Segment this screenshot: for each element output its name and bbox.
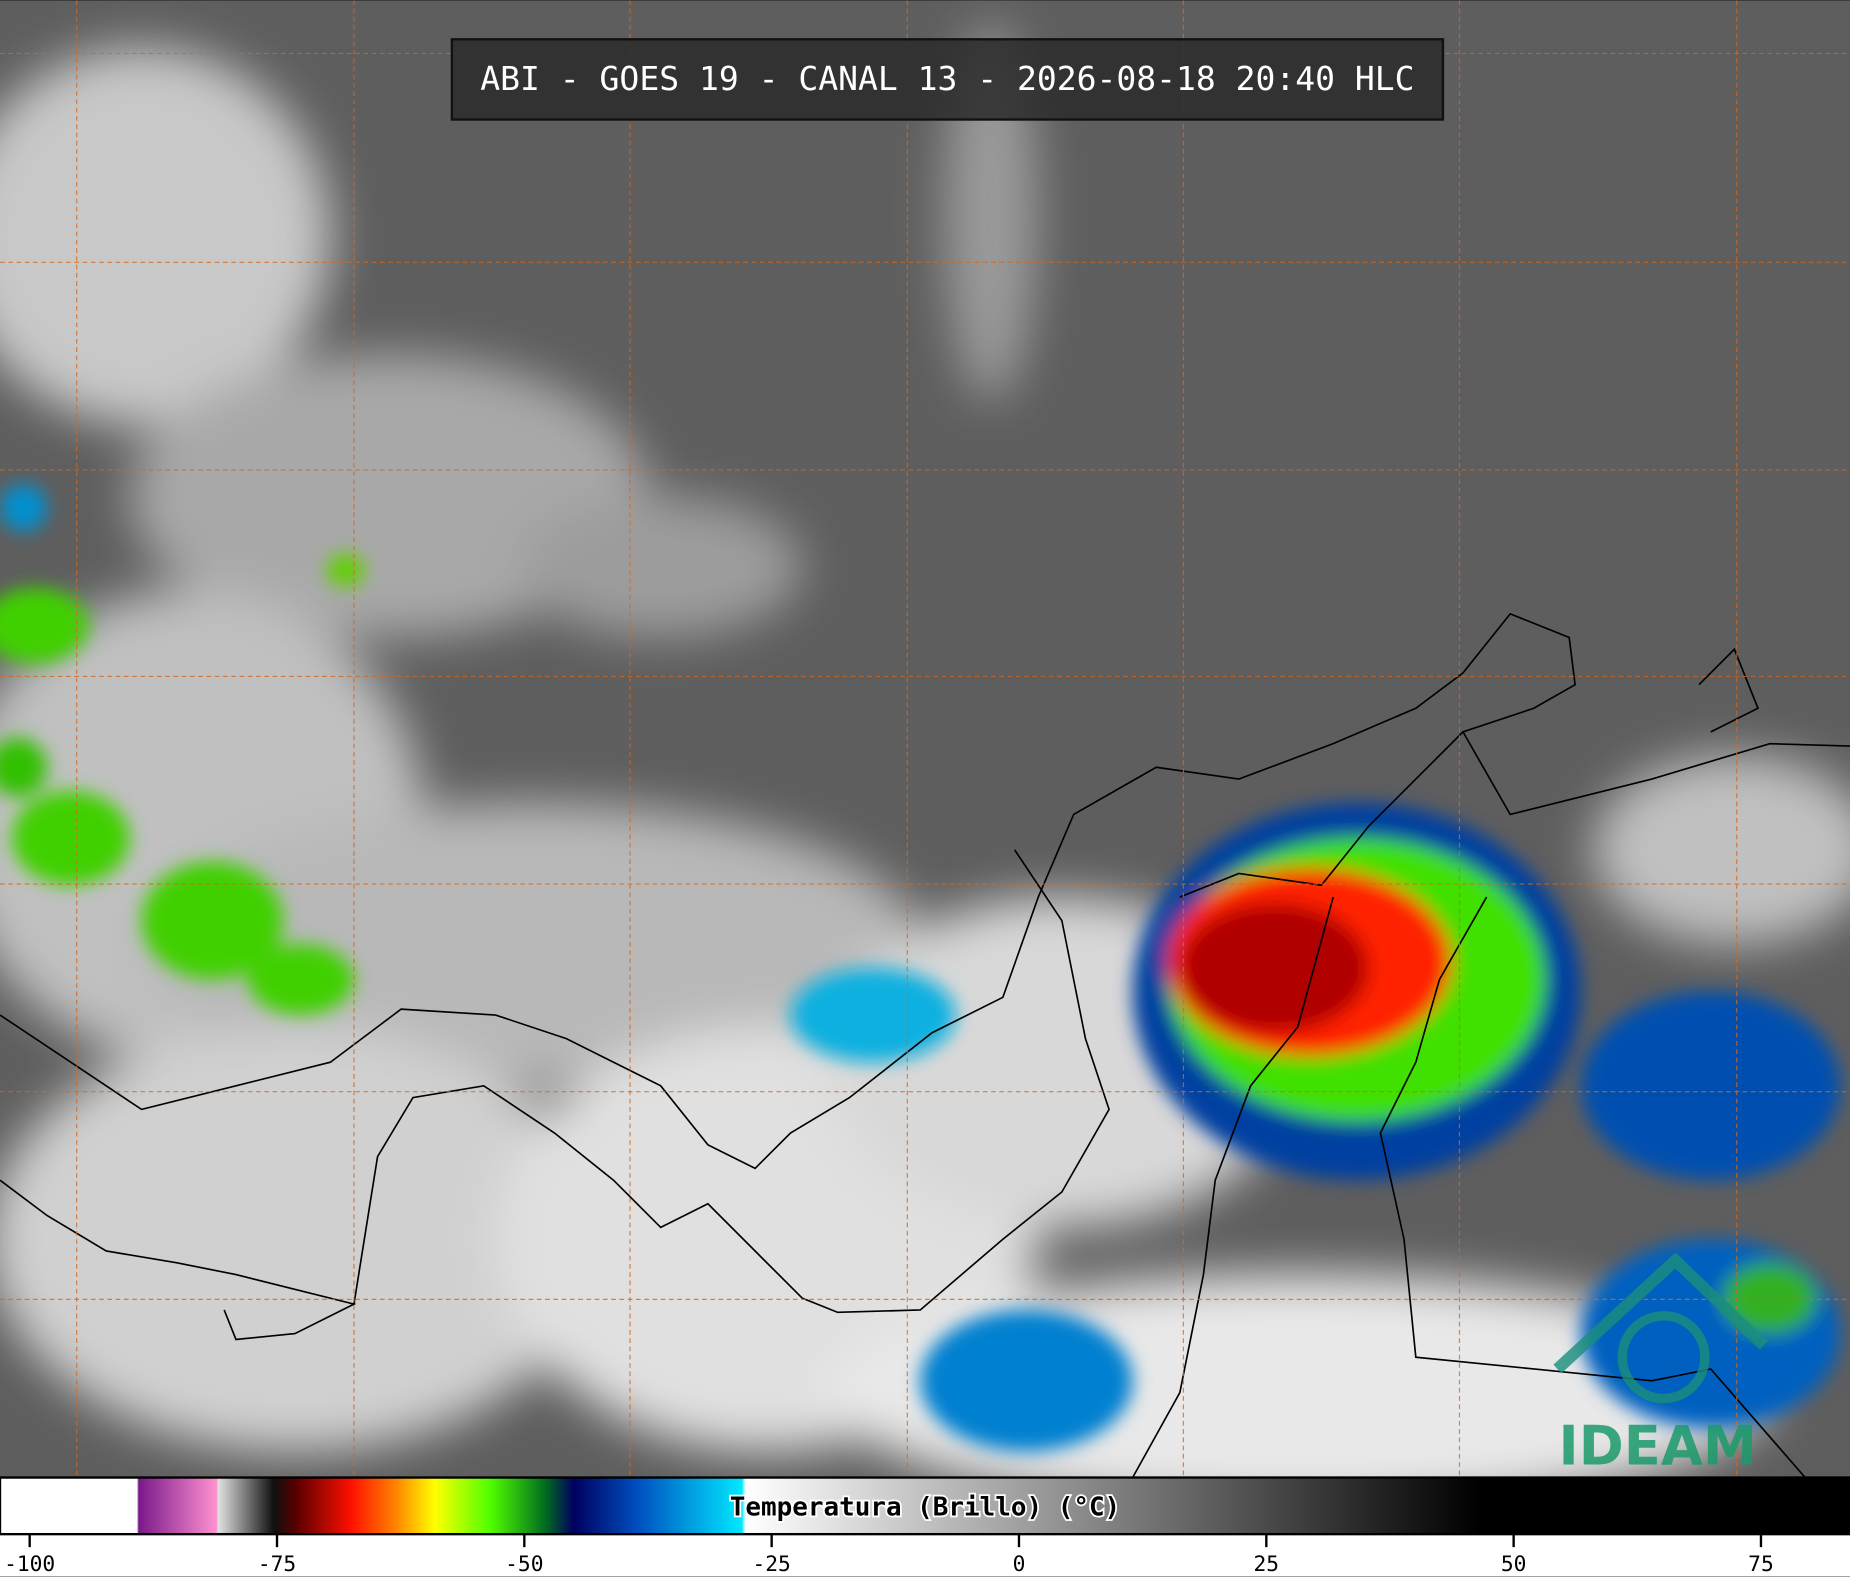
tick-label: 25 (1254, 1552, 1280, 1577)
tick-label: 0 (1013, 1552, 1026, 1577)
tick-label: 75 (1748, 1552, 1774, 1577)
title-background (450, 38, 1445, 121)
tick-label: -75 (258, 1552, 296, 1577)
colorbar-axis: -100 -75 -50 -25 0 25 50 75 (4, 1534, 1774, 1577)
tick-label: -100 (4, 1552, 55, 1577)
colorbar-label: Temperatura (Brillo) (°C) (730, 1493, 1120, 1523)
tick-label: 50 (1501, 1552, 1527, 1577)
logo: IDEAM (1553, 1252, 1768, 1477)
title: ABI - GOES 19 - CANAL 13 - 2026-08-18 20… (480, 59, 1414, 98)
logo-text: IDEAM (1559, 1414, 1757, 1477)
coastlines (0, 612, 1850, 1479)
title-box: ABI - GOES 19 - CANAL 13 - 2026-08-18 20… (450, 38, 1445, 121)
tick-label: -50 (505, 1552, 543, 1577)
colorbar (0, 1476, 1850, 1536)
tick-label: -25 (752, 1552, 790, 1577)
